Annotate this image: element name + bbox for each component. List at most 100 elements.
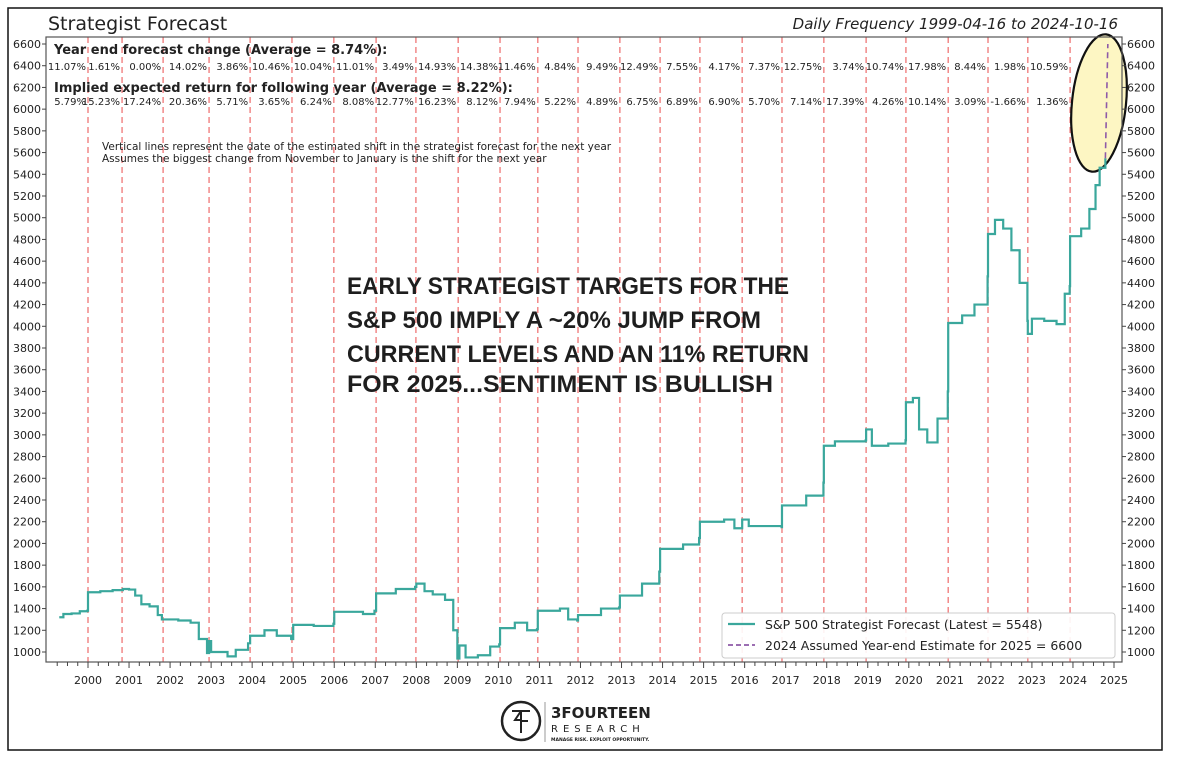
implied-return-value: 6.24% bbox=[300, 97, 332, 108]
y-tick-label-left: 2200 bbox=[13, 516, 41, 529]
x-tick-label: 2017 bbox=[772, 674, 800, 687]
implied-return-value: 3.09% bbox=[954, 97, 986, 108]
implied-return-value: 5.22% bbox=[544, 97, 576, 108]
x-tick-label: 2006 bbox=[320, 674, 348, 687]
year-end-change-value: 17.98% bbox=[908, 62, 946, 73]
year-end-change-heading: Year end forecast change (Average = 8.74… bbox=[53, 43, 387, 58]
year-end-change-value: 14.02% bbox=[169, 62, 207, 73]
y-tick-label-right: 2000 bbox=[1127, 537, 1155, 550]
note-line-1: Vertical lines represent the date of the… bbox=[102, 141, 612, 153]
x-tick-label: 2013 bbox=[608, 674, 636, 687]
year-end-change-value: 4.84% bbox=[544, 62, 576, 73]
y-tick-label-right: 4800 bbox=[1127, 233, 1155, 246]
x-tick-label: 2010 bbox=[484, 674, 512, 687]
x-tick-label: 2007 bbox=[361, 674, 389, 687]
headline-line-4: FOR 2025...SENTIMENT IS BULLISH bbox=[347, 371, 773, 398]
y-tick-label-right: 3200 bbox=[1127, 407, 1155, 420]
y-tick-label-right: 6600 bbox=[1127, 38, 1155, 51]
chart-title: Strategist Forecast bbox=[48, 13, 227, 35]
year-end-change-value: 4.17% bbox=[708, 62, 740, 73]
y-tick-label-right: 6000 bbox=[1127, 103, 1155, 116]
y-tick-label-left: 1400 bbox=[13, 603, 41, 616]
x-tick-label: 2015 bbox=[690, 674, 718, 687]
y-tick-label-right: 2400 bbox=[1127, 494, 1155, 507]
implied-return-value: 6.89% bbox=[666, 97, 698, 108]
logo: 3FOURTEEN RESEARCH MANAGE RISK. EXPLOIT … bbox=[500, 700, 651, 743]
estimate-line bbox=[1104, 43, 1109, 159]
y-tick-label-right: 2200 bbox=[1127, 516, 1155, 529]
y-tick-label-left: 5600 bbox=[13, 147, 41, 160]
y-tick-label-left: 3200 bbox=[13, 407, 41, 420]
x-tick-label: 2011 bbox=[525, 674, 553, 687]
y-tick-label-left: 1000 bbox=[13, 646, 41, 659]
year-end-change-value: 0.00% bbox=[129, 62, 161, 73]
y-tick-label-right: 4600 bbox=[1127, 255, 1155, 268]
implied-return-value: 10.14% bbox=[908, 97, 946, 108]
y-tick-label-right: 5000 bbox=[1127, 212, 1155, 225]
y-tick-label-left: 6200 bbox=[13, 81, 41, 94]
implied-return-value: 6.75% bbox=[626, 97, 658, 108]
year-end-change-value: 11.46% bbox=[498, 62, 536, 73]
logo-mark bbox=[512, 710, 530, 733]
y-tick-label-right: 3400 bbox=[1127, 385, 1155, 398]
y-tick-label-left: 3400 bbox=[13, 385, 41, 398]
x-tick-label: 2008 bbox=[402, 674, 430, 687]
series-group bbox=[59, 43, 1109, 660]
implied-return-value: 7.14% bbox=[790, 97, 822, 108]
y-tick-label-right: 3600 bbox=[1127, 364, 1155, 377]
year-end-change-value: 12.49% bbox=[620, 62, 658, 73]
y-tick-label-left: 4800 bbox=[13, 233, 41, 246]
year-end-change-value: 1.98% bbox=[994, 62, 1026, 73]
year-end-change-value: 10.74% bbox=[866, 62, 904, 73]
y-tick-label-left: 6000 bbox=[13, 103, 41, 116]
y-tick-label-right: 1800 bbox=[1127, 559, 1155, 572]
x-tick-label: 2016 bbox=[731, 674, 759, 687]
y-tick-label-right: 5200 bbox=[1127, 190, 1155, 203]
year-end-change-value: 10.04% bbox=[294, 62, 332, 73]
y-tick-label-left: 5000 bbox=[13, 212, 41, 225]
x-tick-label: 2018 bbox=[813, 674, 841, 687]
implied-return-value: 8.08% bbox=[342, 97, 374, 108]
x-tick-label: 2000 bbox=[74, 674, 102, 687]
y-tick-label-right: 3800 bbox=[1127, 342, 1155, 355]
y-tick-label-left: 1600 bbox=[13, 581, 41, 594]
implied-return-value: 3.65% bbox=[258, 97, 290, 108]
x-tick-label: 2002 bbox=[156, 674, 184, 687]
logo-circle bbox=[500, 700, 542, 742]
y-tick-label-left: 6400 bbox=[13, 60, 41, 73]
implied-return-value: -1.66% bbox=[990, 97, 1025, 108]
y-tick-label-left: 4400 bbox=[13, 277, 41, 290]
implied-return-value: 6.90% bbox=[708, 97, 740, 108]
y-tick-label-left: 4600 bbox=[13, 255, 41, 268]
legend-box bbox=[721, 612, 1116, 659]
year-end-change-value: 14.93% bbox=[418, 62, 456, 73]
highlight-ellipse bbox=[1070, 33, 1128, 173]
legend-label-estimate: 2024 Assumed Year-end Estimate for 2025 … bbox=[765, 638, 1082, 653]
y-tick-label-left: 5800 bbox=[13, 125, 41, 138]
implied-return-value: 4.26% bbox=[872, 97, 904, 108]
y-tick-label-left: 6600 bbox=[13, 38, 41, 51]
implied-return-value: 1.36% bbox=[1036, 97, 1068, 108]
x-tick-label: 2019 bbox=[854, 674, 882, 687]
implied-return-value: 17.24% bbox=[123, 97, 161, 108]
implied-return-value: 5.79% bbox=[54, 97, 86, 108]
y-tick-label-right: 1000 bbox=[1127, 646, 1155, 659]
x-tick-label: 2020 bbox=[895, 674, 923, 687]
y-tick-label-left: 2400 bbox=[13, 494, 41, 507]
year-end-change-value: 1.61% bbox=[88, 62, 120, 73]
implied-return-value: 5.71% bbox=[216, 97, 248, 108]
x-tick-label: 2024 bbox=[1059, 674, 1087, 687]
headline-line-2: S&P 500 IMPLY A ~20% JUMP FROM bbox=[347, 307, 761, 334]
implied-return-value: 8.12% bbox=[466, 97, 498, 108]
y-tick-label-left: 2600 bbox=[13, 472, 41, 485]
percentage-labels: 11.07% 5.79% 1.61% 15.23% 0.00% 17.24% 14.02% 2… bbox=[48, 62, 1068, 108]
implied-return-value: 16.23% bbox=[418, 97, 456, 108]
year-end-change-value: 11.07% bbox=[48, 62, 86, 73]
x-tick-label: 2012 bbox=[566, 674, 594, 687]
y-tick-label-left: 4200 bbox=[13, 299, 41, 312]
y-tick-label-left: 3800 bbox=[13, 342, 41, 355]
y-tick-label-right: 3000 bbox=[1127, 429, 1155, 442]
y-tick-label-right: 1400 bbox=[1127, 603, 1155, 616]
y-tick-label-left: 3000 bbox=[13, 429, 41, 442]
y-tick-label-right: 1600 bbox=[1127, 581, 1155, 594]
